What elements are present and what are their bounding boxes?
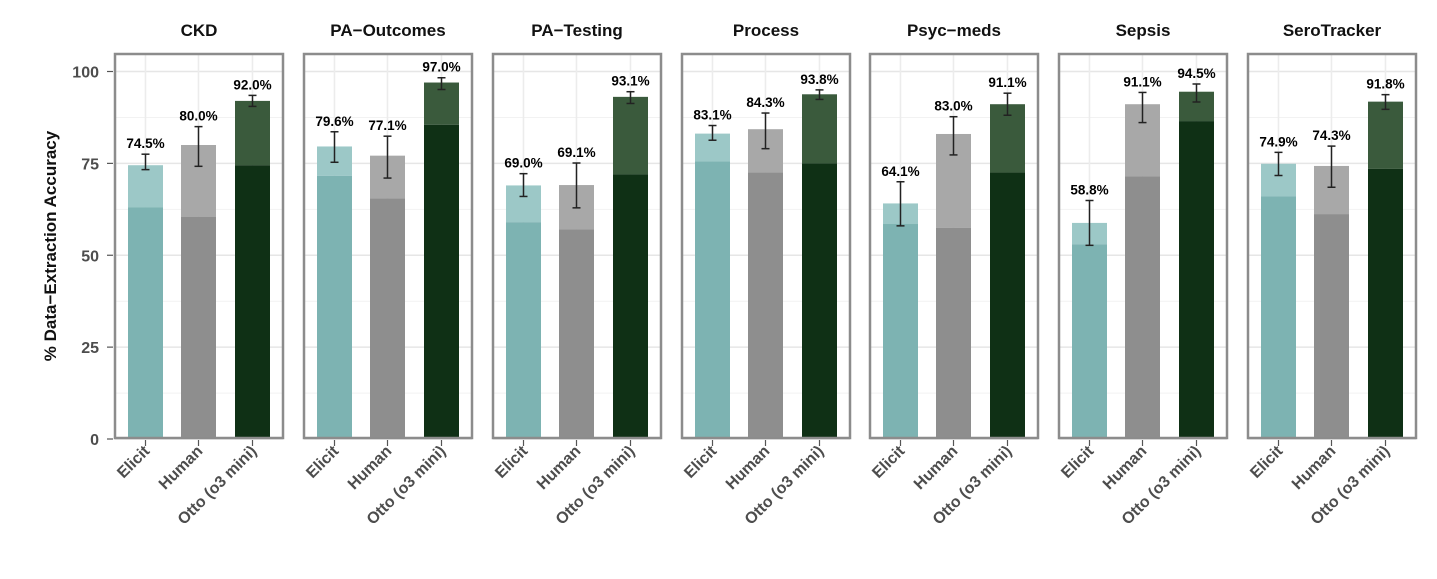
y-tick-label: 100 xyxy=(72,65,99,82)
bar-lower-segment xyxy=(1179,121,1214,440)
panel-border xyxy=(1246,52,1418,440)
panel-border xyxy=(113,52,285,440)
bar-lower-segment xyxy=(1072,244,1107,439)
data-label: 91.1% xyxy=(988,75,1026,90)
x-tick-label: Human xyxy=(1289,443,1339,493)
panel-title: Sepsis xyxy=(1116,21,1171,40)
x-tick-label: Elicit xyxy=(1058,442,1098,482)
bar-lower-segment xyxy=(1314,214,1349,439)
bar-lower-segment xyxy=(181,216,216,439)
panel-title: Process xyxy=(733,21,799,40)
data-label: 93.8% xyxy=(800,72,838,87)
bar-lower-segment xyxy=(370,198,405,439)
data-label: 83.1% xyxy=(693,108,731,123)
y-tick-label: 50 xyxy=(81,248,99,265)
x-tick-label: Elicit xyxy=(1247,442,1287,482)
bar-lower-segment xyxy=(235,165,270,439)
data-label: 92.0% xyxy=(233,77,271,92)
data-label: 69.0% xyxy=(504,156,542,171)
x-tick-label: Elicit xyxy=(869,442,909,482)
y-tick-label: 75 xyxy=(81,156,99,173)
panel-border xyxy=(868,52,1040,440)
data-label: 58.8% xyxy=(1070,182,1108,197)
data-label: 93.1% xyxy=(611,74,649,89)
bar-lower-segment xyxy=(424,124,459,439)
data-label: 91.8% xyxy=(1366,77,1404,92)
data-label: 77.1% xyxy=(368,118,406,133)
x-tick-label: Human xyxy=(1100,443,1150,493)
x-tick-label: Human xyxy=(345,443,395,493)
x-tick-label: Human xyxy=(911,443,961,493)
bar-upper-segment xyxy=(235,100,270,166)
bar-lower-segment xyxy=(317,175,352,439)
bar-lower-segment xyxy=(990,172,1025,439)
data-label: 79.6% xyxy=(315,114,353,129)
bar-lower-segment xyxy=(936,227,971,439)
bar-upper-segment xyxy=(1368,101,1403,169)
data-label: 84.3% xyxy=(746,95,784,110)
x-tick-label: Elicit xyxy=(303,442,343,482)
panel-title: PA−Outcomes xyxy=(330,21,445,40)
bar-upper-segment xyxy=(128,165,163,208)
x-tick-label: Human xyxy=(156,443,206,493)
data-label: 94.5% xyxy=(1177,66,1215,81)
bar-lower-segment xyxy=(802,163,837,439)
bar-lower-segment xyxy=(1125,176,1160,440)
bar-upper-segment xyxy=(613,96,648,175)
x-tick-label: Human xyxy=(723,443,773,493)
data-label: 64.1% xyxy=(881,164,919,179)
bar-lower-segment xyxy=(559,229,594,439)
bar-lower-segment xyxy=(1368,168,1403,439)
data-label: 74.9% xyxy=(1259,134,1297,149)
y-tick-label: 25 xyxy=(81,340,99,357)
panel-title: SeroTracker xyxy=(1283,21,1382,40)
panel-title: PA−Testing xyxy=(531,21,622,40)
x-tick-label: Elicit xyxy=(681,442,721,482)
panel-title: Psyc−meds xyxy=(907,21,1001,40)
x-tick-label: Elicit xyxy=(492,442,532,482)
bar-lower-segment xyxy=(748,172,783,439)
data-label: 74.3% xyxy=(1312,128,1350,143)
bar-lower-segment xyxy=(1261,196,1296,439)
panel-border xyxy=(680,52,852,440)
data-label: 97.0% xyxy=(422,60,460,75)
bar-lower-segment xyxy=(695,161,730,439)
panel-border xyxy=(491,52,663,440)
x-tick-label: Elicit xyxy=(114,442,154,482)
bar-lower-segment xyxy=(883,224,918,439)
panel-title: CKD xyxy=(181,21,218,40)
bar-lower-segment xyxy=(128,207,163,439)
y-axis-title: % Data−Extraction Accuracy xyxy=(41,130,60,361)
data-label: 80.0% xyxy=(179,109,217,124)
bar-lower-segment xyxy=(506,222,541,439)
x-tick-label: Human xyxy=(534,443,584,493)
bar-lower-segment xyxy=(613,174,648,439)
data-label: 83.0% xyxy=(934,99,972,114)
bar-upper-segment xyxy=(802,94,837,164)
y-tick-label: 0 xyxy=(90,432,99,449)
data-label: 69.1% xyxy=(557,145,595,160)
data-label: 91.1% xyxy=(1123,74,1161,89)
data-label: 74.5% xyxy=(126,136,164,151)
panel-border xyxy=(302,52,474,440)
panel-border xyxy=(1057,52,1229,440)
